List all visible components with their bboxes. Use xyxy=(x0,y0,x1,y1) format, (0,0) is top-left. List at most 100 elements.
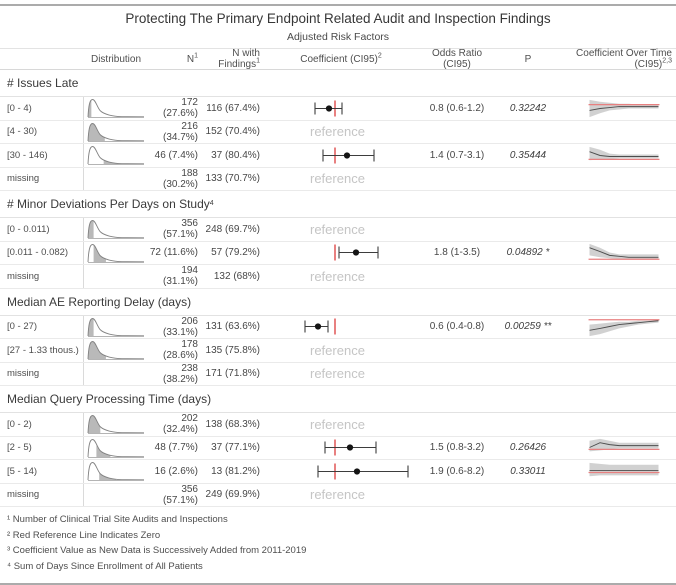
footnote-3: ³ Coefficient Value as New Data is Succe… xyxy=(7,545,307,556)
p-value: 0.00259 ** xyxy=(504,321,552,333)
distribution-plot xyxy=(84,97,148,119)
n-value: 48 (7.7%) xyxy=(154,442,198,454)
coefficient-over-time-plot xyxy=(564,436,676,459)
footnote-1: ¹ Number of Clinical Trial Site Audits a… xyxy=(7,514,228,525)
n-with-findings-value: 131 (63.6%) xyxy=(205,321,260,333)
reference-label: reference xyxy=(310,221,365,237)
odds-ratio-value: 1.5 (0.8-3.2) xyxy=(429,442,485,454)
section-header: # Minor Deviations Per Days on Study 4 xyxy=(0,191,676,218)
odds-ratio-value: 1.8 (1-3.5) xyxy=(433,247,481,259)
row-label: [0.011 - 0.082) xyxy=(0,241,84,264)
p-value: 0.35444 xyxy=(509,149,547,161)
column-header-odds-ratio: Odds Ratio (CI95) xyxy=(431,48,483,70)
n-with-findings-value: 133 (70.7%) xyxy=(205,173,260,185)
coefficient-ci-plot xyxy=(260,241,422,264)
section-header: Median AE Reporting Delay (days) xyxy=(0,289,676,316)
table-row: [5 - 14) 16 (2.6%) 13 (81.2%) 1.9 (0.6-8… xyxy=(0,460,676,484)
table-row: [0 - 2) 202 (32.4%) 138 (68.3%) referenc… xyxy=(0,413,676,437)
coefficient-over-time-plot xyxy=(564,460,676,483)
n-value: 178 (28.6%) xyxy=(162,339,198,362)
coefficient-over-time-plot xyxy=(564,97,676,120)
n-value: 216 (34.7%) xyxy=(162,120,198,143)
section-header: # Issues Late xyxy=(0,70,676,97)
reference-label: reference xyxy=(310,416,365,432)
row-label: [30 - 146) xyxy=(0,144,84,167)
column-header-distribution: Distribution xyxy=(90,53,142,65)
n-value: 206 (33.1%) xyxy=(162,315,198,338)
coefficient-ci-plot: reference xyxy=(260,270,422,283)
row-label: [0 - 4) xyxy=(0,97,84,120)
table-row: [2 - 5) 48 (7.7%) 37 (77.1%) 1.5 (0.8-3.… xyxy=(0,436,676,460)
coefficient-ci-plot: reference xyxy=(260,418,422,431)
section-header-label: Median AE Reporting Delay (days) xyxy=(7,294,192,309)
coefficient-ci-plot: reference xyxy=(260,223,422,236)
n-with-findings-value: 116 (67.4%) xyxy=(206,102,260,114)
distribution-plot xyxy=(84,413,148,435)
coefficient-ci-plot: reference xyxy=(260,125,422,138)
n-with-findings-value: 132 (68%) xyxy=(213,270,260,282)
section-header: Median Query Processing Time (days) xyxy=(0,386,676,413)
n-with-findings-value: 138 (68.3%) xyxy=(205,418,260,430)
n-with-findings-value: 171 (71.8%) xyxy=(205,368,260,380)
coefficient-ci-plot: reference xyxy=(260,488,422,501)
n-with-findings-value: 249 (69.9%) xyxy=(205,489,260,501)
reference-label: reference xyxy=(310,171,365,187)
table-row: missing 238 (38.2%) 171 (71.8%) referenc… xyxy=(0,362,676,386)
reference-label: reference xyxy=(310,268,365,284)
n-value: 188 (30.2%) xyxy=(162,167,198,190)
footnote-2: ² Red Reference Line Indicates Zero xyxy=(7,529,161,541)
n-value: 16 (2.6%) xyxy=(154,465,198,477)
table-row: [0 - 4) 172 (27.6%) 116 (67.4%) 0.8 (0.6… xyxy=(0,97,676,121)
odds-ratio-value: 0.6 (0.4-0.8) xyxy=(429,321,485,333)
row-label: [0 - 0.011) xyxy=(0,218,84,241)
row-label: missing xyxy=(0,167,84,190)
n-with-findings-value: 13 (81.2%) xyxy=(211,465,260,477)
column-header-n-with-findings: N with Findings1 xyxy=(218,48,260,70)
n-value: 356 (57.1%) xyxy=(162,483,198,506)
table-row: [4 - 30) 216 (34.7%) 152 (70.4%) referen… xyxy=(0,120,676,144)
column-header-row: Distribution N1 N with Findings1 Coeffic… xyxy=(0,48,676,70)
p-value: 0.33011 xyxy=(510,465,546,477)
n-with-findings-value: 152 (70.4%) xyxy=(205,126,260,138)
reference-label: reference xyxy=(310,487,365,503)
page-subtitle: Adjusted Risk Factors xyxy=(286,31,390,43)
footnotes: ¹ Number of Clinical Trial Site Audits a… xyxy=(0,507,676,583)
row-label: missing xyxy=(0,483,84,506)
n-with-findings-value: 37 (80.4%) xyxy=(211,149,260,161)
table-row: missing 194 (31.1%) 132 (68%) reference xyxy=(0,265,676,289)
coefficient-ci-plot: reference xyxy=(260,367,422,380)
coefficient-ci-plot xyxy=(260,144,422,167)
row-label: [0 - 27) xyxy=(0,315,84,338)
n-value: 202 (32.4%) xyxy=(162,413,198,436)
column-header-p: P xyxy=(524,53,532,65)
n-value: 238 (38.2%) xyxy=(162,362,198,385)
distribution-plot xyxy=(84,144,148,166)
row-label: [0 - 2) xyxy=(0,413,84,436)
row-label: [4 - 30) xyxy=(0,120,84,143)
coefficient-ci-plot: reference xyxy=(260,344,422,357)
n-with-findings-value: 135 (75.8%) xyxy=(205,344,260,356)
distribution-plot xyxy=(84,437,148,459)
reference-label: reference xyxy=(310,124,365,140)
coefficient-ci-plot: reference xyxy=(260,172,422,185)
p-value: 0.32242 xyxy=(509,102,547,114)
n-value: 194 (31.1%) xyxy=(162,265,198,288)
table-row: missing 356 (57.1%) 249 (69.9%) referenc… xyxy=(0,483,676,507)
row-label: missing xyxy=(0,362,84,385)
row-label: [27 - 1.33 thous.) xyxy=(0,339,84,362)
row-label: missing xyxy=(0,265,84,288)
coefficient-ci-plot xyxy=(260,97,422,120)
n-value: 46 (7.4%) xyxy=(154,149,198,161)
table-row: [0.011 - 0.082) 72 (11.6%) 57 (79.2%) 1.… xyxy=(0,241,676,265)
n-with-findings-value: 248 (69.7%) xyxy=(205,223,260,235)
table-body: # Issues Late [0 - 4) 172 (27.6%) 116 (6… xyxy=(0,70,676,507)
n-value: 72 (11.6%) xyxy=(149,247,198,259)
table-row: missing 188 (30.2%) 133 (70.7%) referenc… xyxy=(0,167,676,191)
row-label: [5 - 14) xyxy=(0,460,84,483)
section-header-label: # Minor Deviations Per Days on Study xyxy=(7,197,210,211)
section-header-label: Median Query Processing Time (days) xyxy=(7,392,212,406)
n-with-findings-value: 57 (79.2%) xyxy=(211,247,260,259)
n-value: 356 (57.1%) xyxy=(162,218,198,241)
footnote-4: ⁴ Sum of Days Since Enrollment of All Pa… xyxy=(7,560,203,572)
